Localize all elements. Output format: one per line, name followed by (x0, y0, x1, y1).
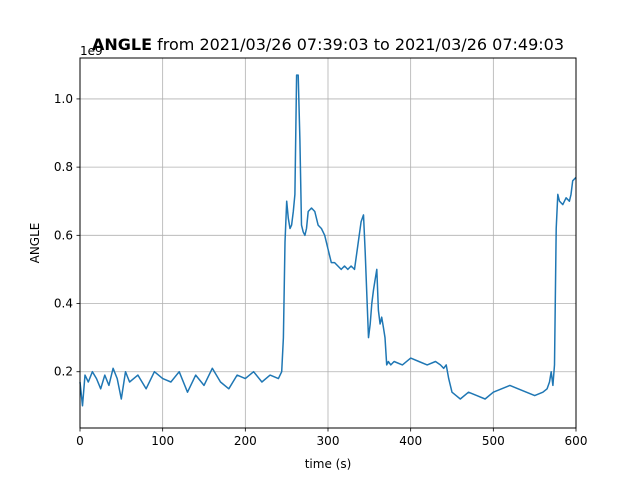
x-tick-label: 500 (482, 434, 505, 448)
x-tick-label: 400 (399, 434, 422, 448)
y-tick-label: 0.4 (54, 297, 73, 311)
y-tick-label: 0.6 (54, 228, 73, 242)
y-axis-label: ANGLE (28, 223, 42, 264)
y-tick-label: 0.2 (54, 365, 73, 379)
chart-title-rest: from 2021/03/26 07:39:03 to 2021/03/26 0… (152, 35, 564, 54)
y-offset-label: 1e9 (80, 44, 103, 58)
x-axis-ticks: 0 100 200 300 400 500 600 (76, 428, 587, 448)
x-tick-label: 600 (565, 434, 588, 448)
series-line (79, 74, 577, 407)
x-tick-label: 200 (234, 434, 257, 448)
chart-title-bold: ANGLE (92, 35, 152, 54)
data-series (79, 74, 577, 407)
y-tick-label: 0.8 (54, 160, 73, 174)
chart-title: ANGLE from 2021/03/26 07:39:03 to 2021/0… (92, 35, 564, 54)
x-tick-label: 100 (151, 434, 174, 448)
x-axis-label: time (s) (305, 457, 352, 471)
grid-lines (79, 58, 577, 428)
y-tick-label: 1.0 (54, 92, 73, 106)
x-tick-label: 0 (76, 434, 84, 448)
y-axis-ticks: 0.2 0.4 0.6 0.8 1.0 (54, 92, 80, 379)
x-tick-label: 300 (317, 434, 340, 448)
